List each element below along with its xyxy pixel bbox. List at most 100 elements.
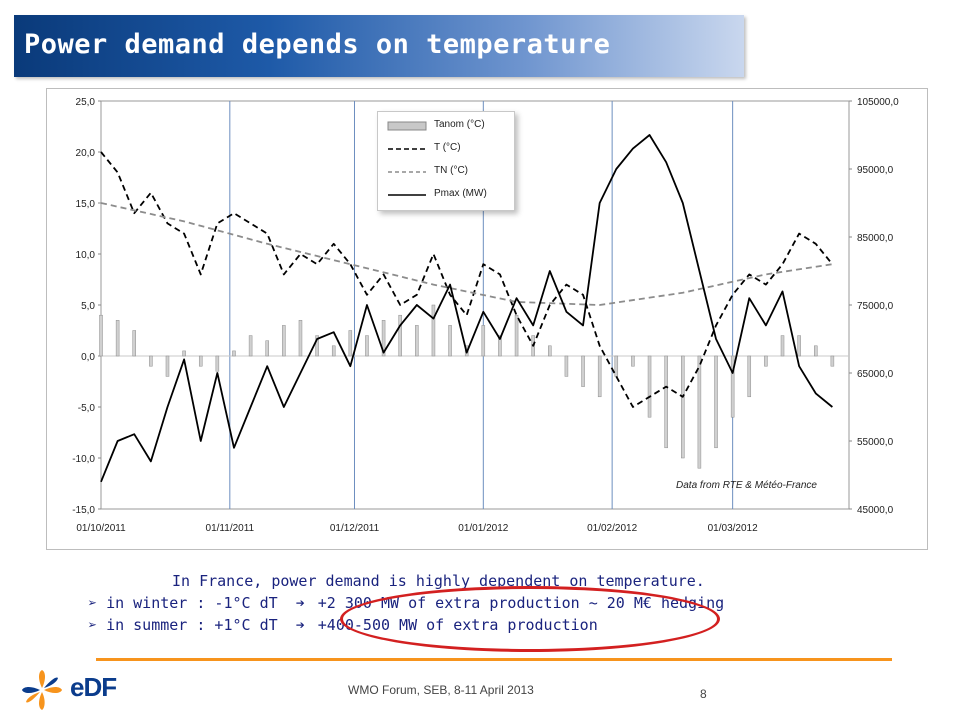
edf-logo-text: eDF xyxy=(70,672,117,702)
pmax-line xyxy=(100,134,833,483)
bullet-summer: ➢ in summer : +1°C dT ➔ +400-500 MW of e… xyxy=(88,616,598,634)
y-right-tick-label: 55000,0 xyxy=(857,437,894,448)
tanom-bar xyxy=(448,325,452,357)
tanom-bar xyxy=(564,355,569,377)
tanom-bar xyxy=(514,314,519,357)
tanom-bar xyxy=(697,355,702,469)
y-left-tick-label: 25,0 xyxy=(76,97,96,108)
tanom-bar xyxy=(365,335,369,357)
tanom-bar xyxy=(315,335,319,357)
tanom-bar xyxy=(597,355,602,398)
legend-item-t: T (°C) xyxy=(384,139,514,159)
tanom-bar xyxy=(232,350,236,357)
tanom-bar xyxy=(182,350,186,357)
legend-label-t: T (°C) xyxy=(434,142,461,153)
x-tick-label: 01/03/2012 xyxy=(708,523,758,534)
tanom-bar xyxy=(215,355,220,372)
legend-label-tanom: Tanom (°C) xyxy=(434,119,485,130)
t-line xyxy=(100,151,834,408)
bullet-winter-mw: +2 300 MW of extra production xyxy=(317,594,580,612)
bullet-winter-text: in winter : -1°C dT xyxy=(106,594,278,612)
bullet-winter: ➢ in winter : -1°C dT ➔ +2 300 MW of ext… xyxy=(88,594,724,612)
tanom-bar xyxy=(581,355,585,387)
tanom-bar xyxy=(481,325,486,357)
tanom-bar xyxy=(198,355,203,367)
tanom-bar xyxy=(780,335,785,357)
y-left-tick-label: -15,0 xyxy=(72,505,95,516)
y-right-tick-label: 85000,0 xyxy=(857,233,894,244)
tn-line xyxy=(100,202,833,306)
x-tick-label: 01/02/2012 xyxy=(587,523,637,534)
x-tick-label: 01/01/2012 xyxy=(458,523,508,534)
tanom-bar xyxy=(99,314,103,357)
edf-sun-icon xyxy=(22,670,62,710)
bullet-marker-icon: ➢ xyxy=(88,594,98,612)
tanom-bar xyxy=(631,355,635,367)
legend-label-pmax: Pmax (MW) xyxy=(434,188,487,199)
tanom-bar xyxy=(298,320,303,357)
legend-swatch-tn xyxy=(388,171,426,173)
footer-rule xyxy=(96,658,892,661)
y-right-tick-label: 65000,0 xyxy=(857,369,894,380)
tanom-bar xyxy=(331,345,336,357)
legend-label-tn: TN (°C) xyxy=(434,165,468,176)
tanom-bar xyxy=(498,335,502,357)
tanom-bar xyxy=(431,304,436,357)
arrow-right-icon: ➔ xyxy=(286,616,305,634)
legend-swatch-t xyxy=(388,148,426,150)
x-tick-label: 01/10/2011 xyxy=(76,523,126,534)
y-right-tick-label: 45000,0 xyxy=(857,505,894,516)
y-left-tick-label: 5,0 xyxy=(81,301,95,312)
y-right-tick-label: 95000,0 xyxy=(857,165,894,176)
tanom-bar xyxy=(348,330,353,357)
tanom-bar xyxy=(415,325,419,357)
caption-line: In France, power demand is highly depend… xyxy=(172,572,705,590)
legend: Tanom (°C) T (°C) TN (°C) Pmax (MW) xyxy=(377,111,515,211)
source-note: Data from RTE & Météo-France xyxy=(676,480,817,491)
tanom-bar xyxy=(398,314,402,357)
y-left-tick-label: -10,0 xyxy=(72,454,95,465)
bullet-summer-mw: +400-500 MW of extra production xyxy=(317,616,598,634)
tanom-bar xyxy=(814,345,818,357)
edf-logo: eDF xyxy=(18,668,128,712)
page-number: 8 xyxy=(700,687,707,701)
chart-panel: 01/10/2011 01/11/2011 01/12/2011 01/01/2012… xyxy=(46,88,928,550)
legend-swatch-tanom xyxy=(387,121,427,131)
legend-swatch-pmax xyxy=(388,194,426,196)
tanom-bar xyxy=(747,355,752,398)
x-tick-label: 01/11/2011 xyxy=(206,523,255,534)
tanom-bar xyxy=(764,355,768,367)
tanom-bar xyxy=(664,355,668,449)
y-left-tick-label: 20,0 xyxy=(76,148,96,159)
title-bar: Power demand depends on temperature xyxy=(14,15,744,77)
tanom-bar xyxy=(830,355,835,367)
tanom-bar xyxy=(797,335,801,357)
bullet-summer-text: in summer : +1°C dT xyxy=(106,616,278,634)
legend-item-pmax: Pmax (MW) xyxy=(384,185,514,205)
legend-item-tanom: Tanom (°C) xyxy=(384,116,514,136)
bullet-winter-hedging: ~ 20 M€ hedging xyxy=(588,594,725,612)
tanom-bar xyxy=(282,325,286,357)
x-tick-label: 01/12/2011 xyxy=(330,523,380,534)
slide-title: Power demand depends on temperature xyxy=(24,29,611,60)
tanom-bar xyxy=(730,355,735,418)
footer-text: WMO Forum, SEB, 8-11 April 2013 xyxy=(348,683,534,697)
bullet-marker-icon: ➢ xyxy=(88,616,98,634)
y-left-tick-label: 15,0 xyxy=(76,199,96,210)
y-left-tick-label: 0,0 xyxy=(81,352,95,363)
y-left-tick-label: -5,0 xyxy=(78,403,96,414)
y-right-tick-label: 105000,0 xyxy=(857,97,899,108)
tanom-bar xyxy=(681,355,685,459)
y-left-tick-label: 10,0 xyxy=(76,250,96,261)
tanom-bar xyxy=(265,340,269,357)
legend-item-tn: TN (°C) xyxy=(384,162,514,182)
arrow-right-icon: ➔ xyxy=(286,594,305,612)
tanom-bar xyxy=(115,320,120,357)
tanom-bar xyxy=(248,335,253,357)
tanom-bar xyxy=(548,345,552,357)
y-right-tick-label: 75000,0 xyxy=(857,301,894,312)
tanom-bar xyxy=(647,355,652,418)
tanom-bar xyxy=(614,355,619,377)
tanom-bar xyxy=(381,320,386,357)
tanom-bar xyxy=(714,355,718,449)
